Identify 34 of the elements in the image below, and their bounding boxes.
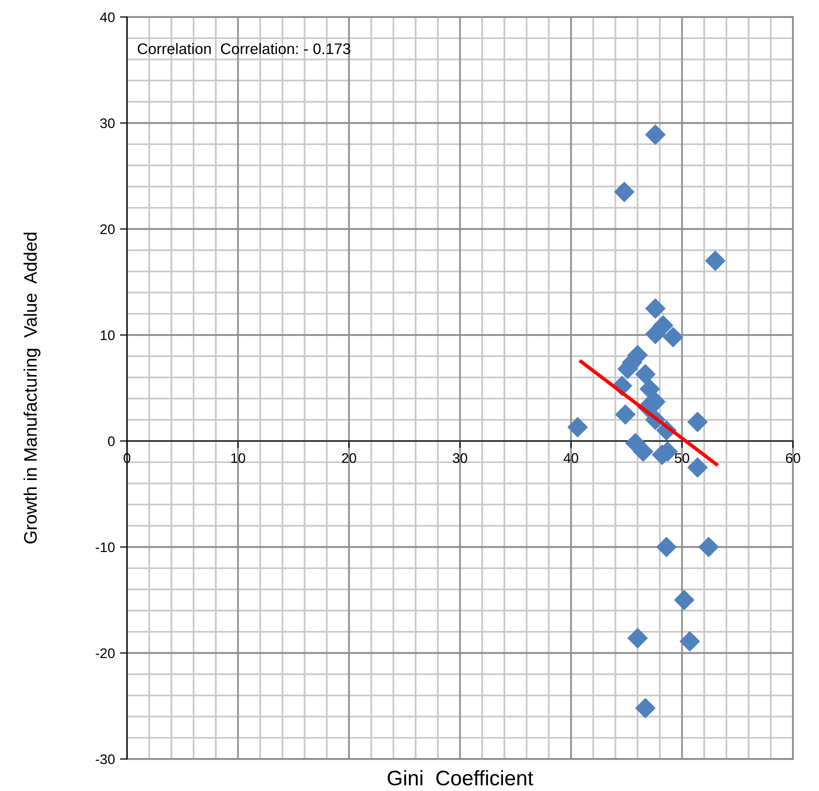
y-tick-label: 0 — [108, 436, 115, 446]
point — [674, 590, 695, 610]
x-tick-label: 30 — [452, 453, 468, 464]
x-tick-label: 20 — [342, 453, 356, 464]
point — [635, 364, 656, 385]
x-tick-label: 50 — [674, 453, 690, 464]
y-tick-label: 30 — [100, 118, 115, 128]
y-axis-title: Growth in Manufacturing Value Added — [24, 232, 40, 544]
point — [627, 628, 648, 648]
point — [615, 404, 636, 425]
point — [705, 250, 726, 272]
point — [567, 416, 588, 438]
point — [645, 124, 666, 145]
y-tick-label: -10 — [96, 542, 115, 552]
point — [662, 326, 684, 348]
x-tick-label: 10 — [231, 453, 246, 464]
x-tick-label: 60 — [786, 453, 800, 464]
y-tick-label: -20 — [96, 648, 115, 658]
point — [656, 536, 677, 558]
x-axis-title: Gini Coefficient — [388, 770, 534, 786]
point — [635, 698, 656, 718]
y-tick-label: 40 — [100, 12, 115, 22]
point — [614, 182, 635, 202]
annotation: Correlation Correlation: - 0.173 — [138, 42, 350, 54]
x-tick-label: 40 — [564, 453, 578, 464]
point — [679, 631, 700, 652]
point — [640, 378, 660, 400]
point — [698, 536, 719, 558]
point — [687, 412, 708, 432]
y-tick-label: 20 — [100, 224, 115, 234]
point — [645, 324, 666, 344]
y-tick-label: 10 — [100, 330, 115, 340]
point — [645, 298, 666, 319]
y-tick-label: -30 — [96, 754, 115, 764]
